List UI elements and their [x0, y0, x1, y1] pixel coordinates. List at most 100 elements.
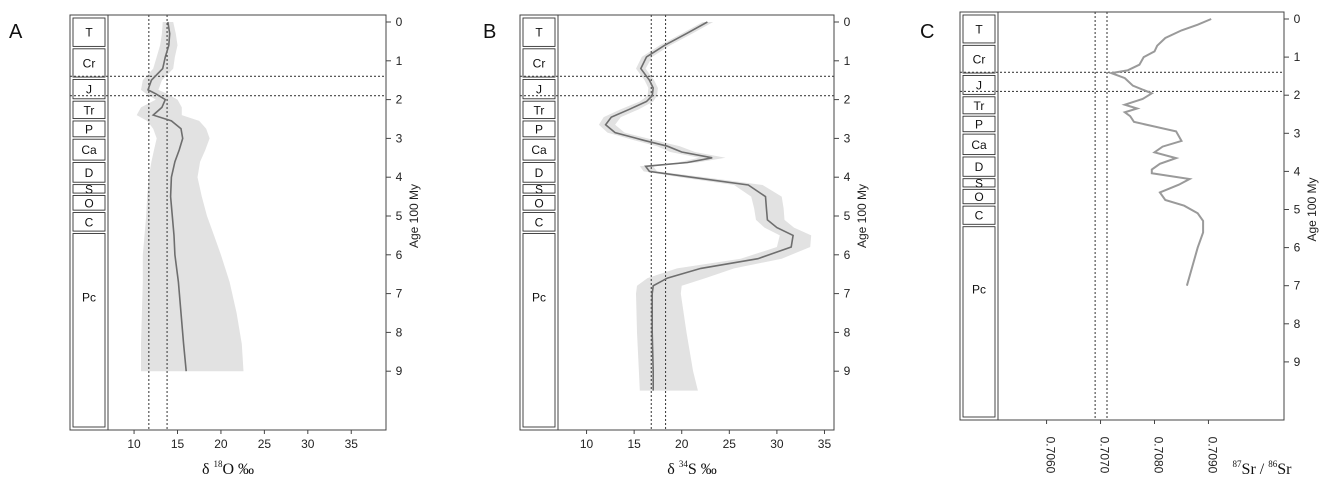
period-box [962, 156, 996, 177]
period-label: P [535, 122, 543, 136]
x-tick-label: 20 [214, 437, 228, 451]
period-box [962, 205, 996, 225]
age-tick-label: 3 [844, 131, 851, 145]
period-label: Cr [533, 56, 546, 70]
age-tick-label: 9 [844, 364, 851, 378]
period-label: Tr [84, 103, 95, 117]
period-label: Cr [83, 56, 96, 70]
series-line [1107, 18, 1212, 286]
age-tick-label: 7 [1294, 279, 1301, 293]
x-axis-title-part: O ‰ [222, 461, 254, 478]
period-box [72, 17, 106, 47]
period-label: Ca [971, 138, 987, 152]
panel-label: C [920, 21, 934, 43]
period-box [522, 48, 556, 78]
period-box [522, 17, 556, 47]
age-tick-label: 2 [844, 93, 851, 107]
age-tick-label: 4 [396, 170, 403, 184]
period-box [72, 162, 106, 183]
period-box [962, 178, 996, 188]
period-label: S [535, 182, 543, 196]
period-label: O [974, 190, 983, 204]
x-axis-title: δ 34S ‰ [667, 459, 716, 478]
age-tick-label: 2 [396, 93, 403, 107]
age-tick-label: 0 [1294, 12, 1301, 26]
x-tick-label: 25 [723, 437, 737, 451]
x-axis-title-part: δ [202, 461, 210, 478]
x-tick-label: 25 [258, 437, 272, 451]
period-box [962, 188, 996, 205]
x-tick-label: 35 [345, 437, 359, 451]
x-tick-label: 10 [127, 437, 141, 451]
period-box [72, 138, 106, 161]
x-tick-label: 30 [301, 437, 315, 451]
period-label: D [85, 166, 94, 180]
age-tick-label: 3 [396, 131, 403, 145]
period-box [962, 115, 996, 133]
period-label: Tr [974, 99, 985, 113]
age-tick-label: 7 [844, 287, 851, 301]
x-tick-label: 0.7070 [1098, 437, 1112, 474]
period-box [522, 184, 556, 194]
age-tick-label: 0 [844, 15, 851, 29]
x-axis-title-sup: 18 [213, 459, 223, 469]
period-label: O [84, 196, 93, 210]
period-box [72, 184, 106, 194]
age-tick-label: 1 [1294, 50, 1301, 64]
age-tick-label: 6 [844, 248, 851, 262]
panel-label: A [9, 21, 23, 43]
period-label: Pc [532, 290, 546, 304]
period-box [72, 120, 106, 138]
period-label: C [535, 215, 544, 229]
age-tick-label: 8 [1294, 317, 1301, 331]
age-tick-label: 0 [396, 15, 403, 29]
age-axis-title: Age 100 My [407, 184, 421, 248]
period-box [962, 96, 996, 115]
plot-frame [519, 14, 835, 431]
age-tick-label: 9 [1294, 355, 1301, 369]
period-box [522, 195, 556, 211]
age-axis-title: Age 100 My [855, 184, 869, 248]
plot-frame [959, 11, 1285, 421]
age-tick-label: 8 [844, 325, 851, 339]
series-line [604, 21, 794, 391]
age-tick-label: 8 [396, 325, 403, 339]
period-box [72, 48, 106, 78]
age-tick-label: 9 [396, 364, 403, 378]
x-axis-title: 87Sr / 86Sr [1233, 459, 1293, 478]
period-box [522, 79, 556, 100]
period-label: C [85, 215, 94, 229]
period-box [522, 120, 556, 138]
uncertainty-band [136, 22, 244, 372]
series-line [147, 21, 187, 372]
age-tick-label: 6 [396, 248, 403, 262]
period-label: Ca [81, 143, 97, 157]
period-label: Pc [972, 283, 986, 297]
period-box [962, 133, 996, 156]
age-tick-label: 7 [396, 287, 403, 301]
period-box [962, 14, 996, 44]
period-label: T [85, 26, 93, 40]
period-label: Pc [82, 290, 96, 304]
x-axis-title-part: δ [667, 461, 675, 478]
period-box [72, 233, 106, 428]
period-label: C [975, 209, 984, 223]
age-tick-label: 1 [396, 54, 403, 68]
x-tick-label: 0.7080 [1151, 437, 1165, 474]
age-tick-label: 5 [844, 209, 851, 223]
period-box [72, 195, 106, 211]
period-box [962, 44, 996, 74]
x-tick-label: 30 [770, 437, 784, 451]
period-box [962, 226, 996, 418]
x-tick-label: 15 [627, 437, 641, 451]
x-tick-label: 10 [580, 437, 594, 451]
x-tick-label: 15 [171, 437, 185, 451]
age-tick-label: 1 [844, 54, 851, 68]
period-label: J [976, 78, 982, 92]
period-box [522, 138, 556, 161]
period-label: D [975, 160, 984, 174]
age-axis-title: Age 100 My [1305, 177, 1319, 241]
age-tick-label: 5 [396, 209, 403, 223]
x-axis-title-sup: 86 [1268, 459, 1278, 469]
age-tick-label: 6 [1294, 241, 1301, 255]
